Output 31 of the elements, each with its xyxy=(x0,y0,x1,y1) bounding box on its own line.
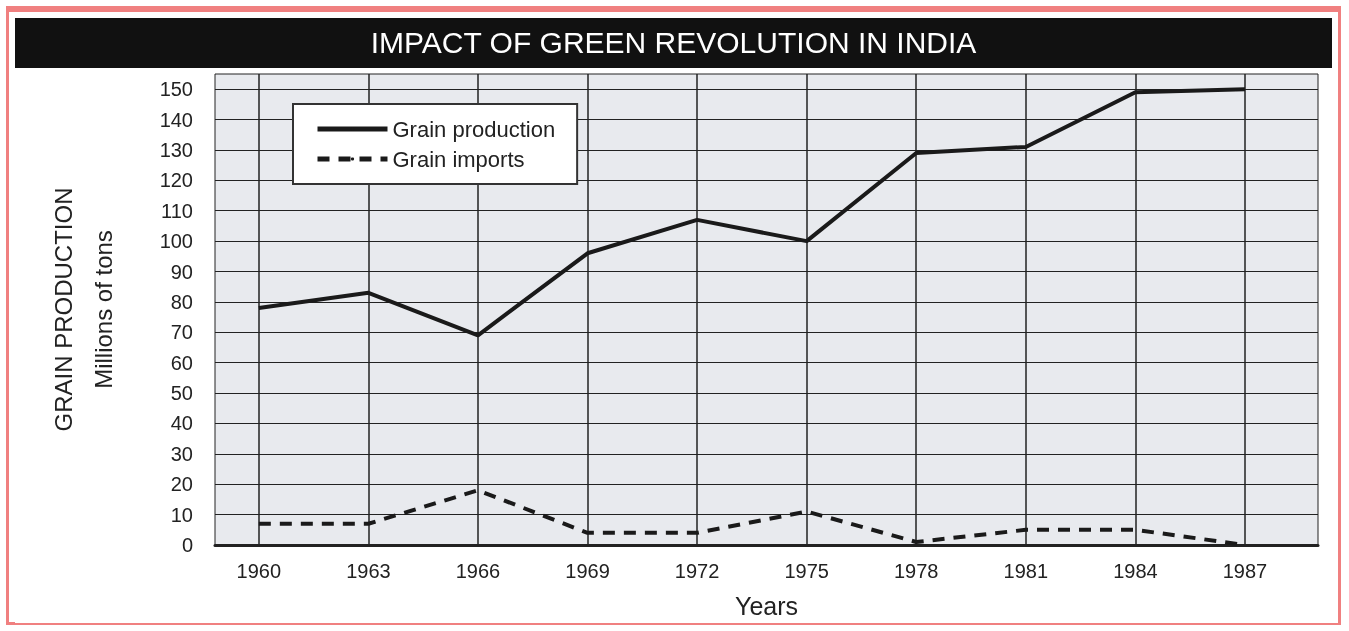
x-axis-title: Years xyxy=(734,591,799,620)
y-tick-label: 80 xyxy=(170,290,193,313)
x-tick-label: 1969 xyxy=(565,560,610,582)
x-tick-label: 1984 xyxy=(1113,560,1158,582)
y-tick-label: 120 xyxy=(159,169,193,192)
y-tick-label: 20 xyxy=(170,473,193,496)
y-tick-label: 30 xyxy=(170,442,193,465)
x-tick-label: 1987 xyxy=(1222,560,1268,582)
y-tick-label: 0 xyxy=(181,534,193,556)
y-tick-label: 40 xyxy=(170,412,193,435)
y-tick-label: 10 xyxy=(170,503,193,526)
chart-title: IMPACT OF GREEN REVOLUTION IN INDIA xyxy=(15,18,1332,68)
y-axis-title: GRAIN PRODUCTION Millions of tons xyxy=(49,187,117,432)
y-tick-label: 130 xyxy=(159,138,193,161)
y-tick-label: 150 xyxy=(159,78,193,101)
x-tick-label: 1972 xyxy=(674,560,720,582)
y-tick-label: 50 xyxy=(170,382,193,405)
x-tick-label: 1975 xyxy=(784,560,829,582)
x-tick-label: 1960 xyxy=(236,560,282,582)
x-tick-label: 1963 xyxy=(346,560,391,582)
legend-label: Grain imports xyxy=(392,146,525,172)
y-tick-label: 70 xyxy=(170,321,193,344)
y-tick-label: 90 xyxy=(170,260,193,283)
y-tick-label: 60 xyxy=(170,351,193,374)
legend-label: Grain production xyxy=(392,116,556,142)
y-tick-label: 140 xyxy=(159,108,193,131)
x-tick-label: 1978 xyxy=(893,560,939,582)
x-tick-label: 1981 xyxy=(1003,560,1049,582)
y-tick-label: 110 xyxy=(161,199,193,222)
y-tick-label: 100 xyxy=(159,230,193,253)
x-tick-label: 1966 xyxy=(455,560,501,582)
